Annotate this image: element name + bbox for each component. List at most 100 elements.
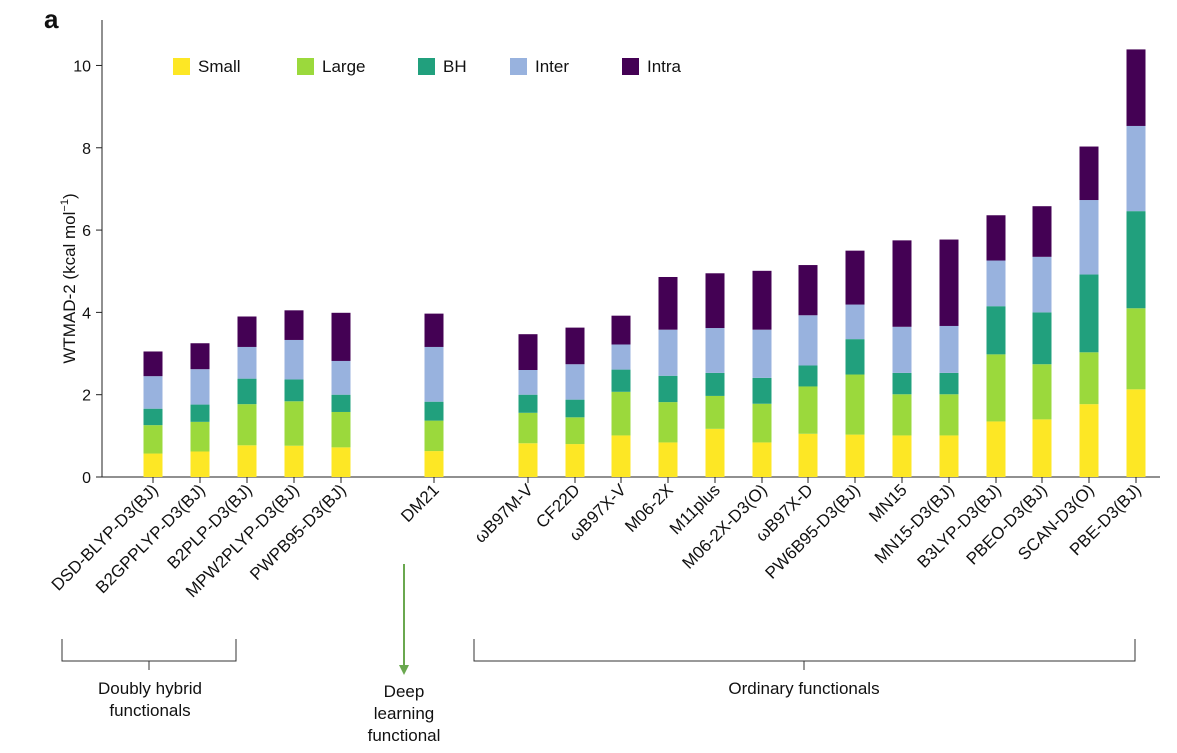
bar-segment-large (892, 394, 912, 436)
bar-segment-inter (705, 328, 725, 373)
bar-segment-small (143, 453, 163, 477)
bar-segment-bh (845, 339, 865, 375)
bar-segment-small (1126, 389, 1146, 477)
bar-segment-inter (798, 315, 818, 366)
bar-segment-small (331, 447, 351, 477)
bar-segment-intra (611, 315, 631, 345)
bar-segment-bh (939, 372, 959, 395)
bar-segment-inter (518, 370, 538, 395)
bar-segment-intra (284, 310, 304, 340)
legend-swatch-inter (510, 58, 527, 75)
bar-segment-inter (237, 346, 257, 379)
bar-segment-large (143, 425, 163, 454)
bar-segment-bh (143, 408, 163, 426)
bar-segment-bh (658, 375, 678, 403)
legend-label-large: Large (322, 57, 365, 76)
bar-segment-small (565, 444, 585, 477)
bars (143, 49, 1146, 477)
bar-segment-inter (565, 364, 585, 400)
bar-segment-large (237, 404, 257, 446)
bar-segment-intra (331, 312, 351, 361)
bar-segment-intra (237, 316, 257, 347)
bar-segment-bh (518, 394, 538, 413)
bar-segment-large (331, 411, 351, 448)
bar-segment-intra (565, 327, 585, 365)
bar-segment-large (611, 391, 631, 436)
bar-segment-intra (518, 334, 538, 370)
legend-swatch-intra (622, 58, 639, 75)
x-tick-label: ωB97M-V (471, 480, 538, 547)
bar-segment-small (658, 442, 678, 477)
bar-segment-bh (424, 401, 444, 421)
bar-segment-large (798, 386, 818, 434)
group-label-doubly-hybrid: Doubly hybrid functionals (98, 679, 202, 720)
bar-segment-bh (798, 365, 818, 387)
bar-segment-intra (1126, 49, 1146, 126)
bar-segment-inter (143, 376, 163, 409)
bar-segment-bh (331, 394, 351, 412)
bar-segment-large (1126, 308, 1146, 390)
bar-segment-small (845, 434, 865, 477)
legend-swatch-large (297, 58, 314, 75)
y-tick-label: 6 (82, 223, 91, 240)
bar-segment-intra (939, 239, 959, 326)
legend-label-bh: BH (443, 57, 467, 76)
bar-segment-inter (1032, 256, 1052, 313)
bar-segment-intra (705, 273, 725, 329)
bar-segment-intra (658, 276, 678, 330)
bar-segment-small (892, 435, 912, 477)
bar-segment-inter (939, 325, 959, 373)
legend-swatch-bh (418, 58, 435, 75)
bar-segment-bh (705, 372, 725, 396)
bar-segment-large (284, 401, 304, 446)
bar-segment-large (939, 394, 959, 436)
bar-segment-large (986, 354, 1006, 422)
x-tick-label: DM21 (397, 480, 443, 526)
bar-segment-inter (1126, 125, 1146, 212)
bar-segment-inter (284, 339, 304, 380)
bar-segment-small (284, 445, 304, 477)
bar-segment-small (752, 442, 772, 477)
bar-segment-small (1079, 404, 1099, 477)
bar-segment-small (611, 435, 631, 477)
bar-segment-bh (1032, 312, 1052, 365)
y-tick-label: 0 (82, 470, 91, 487)
group-label-ordinary: Ordinary functionals (728, 679, 880, 698)
bar-segment-intra (424, 313, 444, 347)
bar-segment-intra (798, 265, 818, 316)
panel-letter: a (44, 4, 59, 34)
bar-segment-small (986, 421, 1006, 477)
bar-segment-intra (1079, 146, 1099, 201)
x-tick-label: MN15 (865, 480, 911, 526)
bar-segment-inter (752, 329, 772, 378)
bar-segment-bh (565, 399, 585, 418)
bar-segment-intra (845, 250, 865, 305)
bar-segment-inter (986, 260, 1006, 307)
bar-segment-small (1032, 419, 1052, 477)
bar-segment-large (1079, 352, 1099, 405)
bar-segment-bh (284, 379, 304, 402)
bar-segment-large (752, 403, 772, 443)
bar-segment-intra (1032, 206, 1052, 257)
bar-segment-bh (986, 306, 1006, 355)
bar-segment-bh (1079, 274, 1099, 353)
bar-segment-large (424, 420, 444, 452)
y-tick-label: 4 (82, 305, 91, 322)
y-tick-label: 2 (82, 388, 91, 405)
bar-segment-inter (1079, 200, 1099, 275)
bar-segment-large (658, 402, 678, 443)
bar-segment-inter (892, 326, 912, 373)
bar-segment-large (518, 412, 538, 444)
bar-segment-small (237, 445, 257, 477)
y-tick-label: 8 (82, 141, 91, 158)
legend-swatch-small (173, 58, 190, 75)
bar-segment-large (190, 421, 210, 452)
bar-segment-intra (752, 270, 772, 330)
bar-segment-inter (331, 360, 351, 395)
bar-segment-bh (190, 404, 210, 422)
bar-segment-inter (611, 344, 631, 370)
bracket-doubly-hybrid (61, 639, 237, 670)
bar-segment-small (798, 433, 818, 477)
bar-segment-large (1032, 364, 1052, 420)
